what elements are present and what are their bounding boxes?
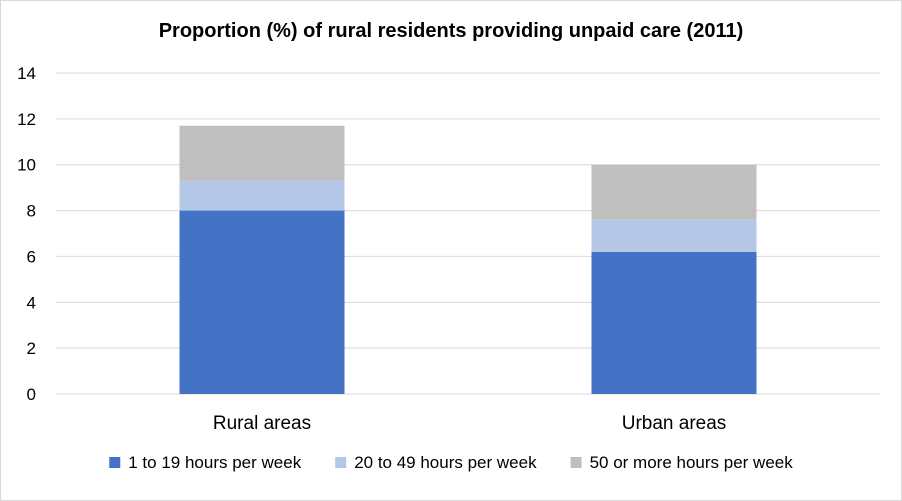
bar-segment bbox=[591, 251, 757, 394]
legend-label: 1 to 19 hours per week bbox=[128, 453, 301, 472]
y-tick-label: 2 bbox=[27, 339, 36, 358]
bar-segment bbox=[179, 210, 345, 394]
bar-segment bbox=[179, 125, 345, 181]
legend-swatch bbox=[335, 457, 347, 468]
legend-swatch bbox=[570, 457, 582, 468]
legend-swatch bbox=[109, 457, 121, 468]
y-tick-label: 4 bbox=[27, 293, 36, 312]
bar-segment bbox=[591, 164, 757, 220]
chart-title: Proportion (%) of rural residents provid… bbox=[158, 20, 744, 42]
y-tick-label: 8 bbox=[27, 202, 36, 221]
bar-segment bbox=[179, 180, 345, 211]
y-tick-label: 14 bbox=[17, 64, 36, 83]
y-tick-label: 12 bbox=[17, 110, 36, 129]
y-tick-label: 10 bbox=[17, 156, 36, 175]
y-tick-label: 6 bbox=[27, 247, 36, 266]
legend-label: 50 or more hours per week bbox=[590, 453, 794, 472]
x-category-label: Rural areas bbox=[213, 413, 311, 434]
y-tick-label: 0 bbox=[27, 385, 36, 404]
legend-label: 20 to 49 hours per week bbox=[354, 453, 537, 472]
x-category-label: Urban areas bbox=[622, 413, 727, 434]
bar-segment bbox=[591, 219, 757, 252]
